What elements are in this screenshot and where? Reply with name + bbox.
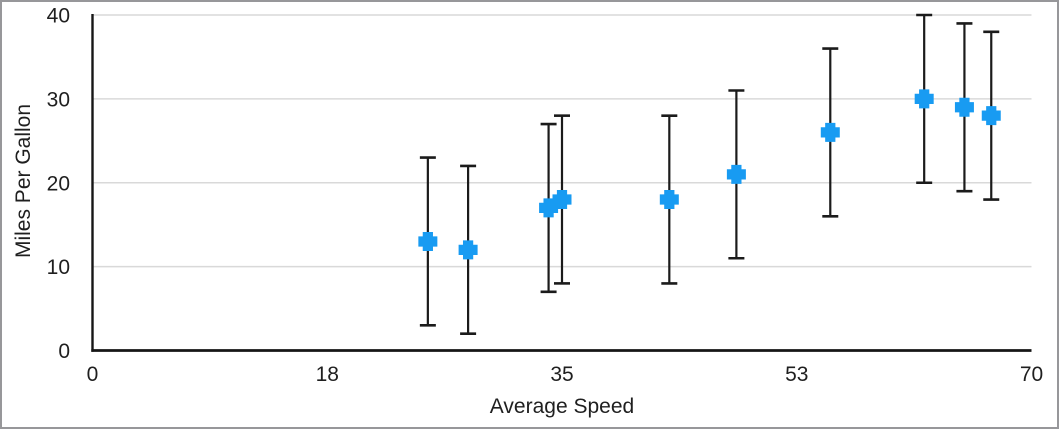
y-tick-label: 10: [47, 256, 70, 279]
x-tick-label: 53: [785, 363, 808, 386]
x-tick-label: 18: [316, 363, 339, 386]
y-tick-label: 40: [47, 5, 70, 28]
y-axis-title: Miles Per Gallon: [12, 103, 35, 259]
data-point-marker: [552, 190, 572, 210]
data-point-marker: [659, 190, 679, 210]
x-axis-title: Average Speed: [489, 395, 635, 418]
data-point-marker: [820, 122, 840, 142]
x-tick-label: 35: [550, 363, 573, 386]
y-tick-label: 30: [47, 88, 70, 111]
y-tick-label: 0: [58, 340, 70, 363]
data-point-marker: [726, 164, 746, 184]
x-tick-label: 0: [87, 363, 99, 386]
y-tick-label: 20: [47, 172, 70, 195]
data-point-marker: [458, 240, 478, 260]
data-point-marker: [981, 106, 1001, 126]
data-point-marker: [418, 231, 438, 251]
data-point-marker: [914, 89, 934, 109]
data-point-marker: [954, 97, 974, 117]
x-tick-label: 70: [1020, 363, 1043, 386]
